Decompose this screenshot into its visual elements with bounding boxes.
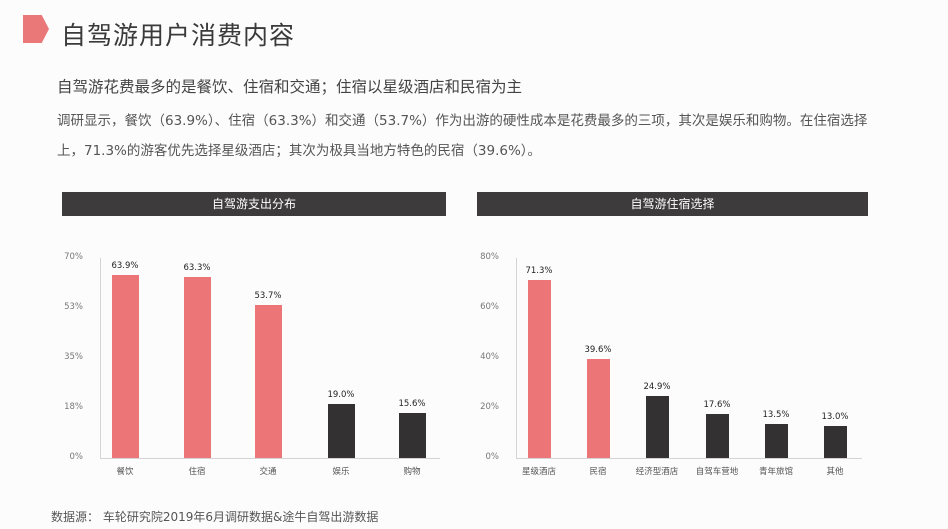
bar-value-label: 71.3% bbox=[525, 265, 553, 276]
bar bbox=[398, 413, 426, 458]
bar bbox=[705, 414, 729, 458]
bar-value-label: 63.9% bbox=[111, 261, 139, 272]
y-axis-line bbox=[516, 258, 517, 458]
y-tick-label: 70% bbox=[64, 252, 83, 262]
category-label: 经济型酒店 bbox=[635, 467, 679, 477]
bar-value-label: 17.6% bbox=[703, 400, 731, 410]
bar-value-label: 24.9% bbox=[643, 381, 671, 392]
bar-value-label: 13.0% bbox=[821, 411, 849, 422]
y-tick-label: 80% bbox=[480, 252, 499, 262]
y-tick-label: 20% bbox=[480, 402, 499, 412]
x-axis-line bbox=[100, 458, 440, 459]
category-label: 住宿 bbox=[188, 467, 206, 477]
bar-value-label: 63.3% bbox=[183, 263, 211, 274]
category-label: 星级酒店 bbox=[521, 467, 556, 477]
category-label: 民宿 bbox=[589, 467, 607, 477]
y-tick-label: 0% bbox=[485, 452, 500, 462]
page-title: 自驾游用户消费内容 bbox=[61, 21, 296, 50]
y-tick-label: 60% bbox=[480, 302, 499, 312]
y-tick-label: 53% bbox=[64, 302, 83, 312]
chart-title-spending: 自驾游支出分布 bbox=[62, 192, 446, 216]
bar bbox=[586, 359, 610, 458]
y-tick-label: 0% bbox=[69, 452, 84, 462]
bar bbox=[823, 425, 847, 458]
category-label: 购物 bbox=[403, 467, 421, 477]
y-axis-line bbox=[100, 258, 101, 458]
bar bbox=[111, 275, 139, 458]
bar-value-label: 13.5% bbox=[762, 410, 790, 421]
body-text: 调研显示，餐饮（63.9%）、住宿（63.3%）和交通（53.7%）作为出游的硬… bbox=[57, 113, 868, 159]
y-tick-label: 35% bbox=[64, 352, 83, 362]
category-label: 自驾车营地 bbox=[695, 467, 739, 477]
subtitle: 自驾游花费最多的是餐饮、住宿和交通；住宿以星级酒店和民宿为主 bbox=[57, 78, 523, 96]
bar bbox=[527, 279, 551, 458]
y-tick-label: 40% bbox=[480, 352, 499, 362]
x-axis-line bbox=[516, 458, 862, 459]
category-label: 其他 bbox=[826, 467, 844, 477]
category-label: 交通 bbox=[259, 467, 277, 477]
title-marker-icon bbox=[23, 15, 49, 43]
bar bbox=[183, 277, 211, 458]
bar bbox=[254, 304, 282, 458]
bar bbox=[327, 403, 355, 458]
data-source: 数据源： 车轮研究院2019年6月调研数据&途牛自驾出游数据 bbox=[51, 510, 379, 524]
bar-value-label: 19.0% bbox=[327, 389, 355, 400]
category-label: 娱乐 bbox=[332, 467, 350, 477]
bar bbox=[645, 395, 669, 458]
bar-value-label: 39.6% bbox=[584, 345, 612, 355]
y-tick-label: 18% bbox=[64, 402, 83, 412]
category-label: 餐饮 bbox=[116, 467, 134, 477]
bar bbox=[764, 424, 788, 458]
bar-value-label: 15.6% bbox=[398, 399, 426, 410]
category-label: 青年旅馆 bbox=[758, 467, 793, 477]
bar-value-label: 53.7% bbox=[254, 290, 282, 301]
chart-title-lodging: 自驾游住宿选择 bbox=[477, 192, 868, 216]
